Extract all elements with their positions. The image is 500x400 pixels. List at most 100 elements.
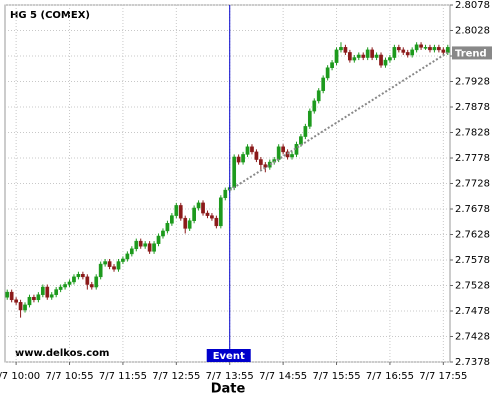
trend-label: Trend	[455, 48, 487, 59]
candle-body	[58, 286, 63, 290]
candle-body	[121, 258, 125, 262]
y-tick-label: 2.8028	[455, 26, 490, 37]
candle-body	[45, 286, 50, 298]
candle-body	[205, 212, 210, 216]
x-tick-label: 7/7 10:00	[0, 371, 40, 382]
y-tick-label: 2.7628	[455, 230, 490, 241]
x-tick-label: 7/7 17:55	[419, 371, 467, 382]
candle-body	[192, 207, 196, 221]
y-tick-label: 2.7378	[455, 357, 490, 368]
y-tick-label: 2.7828	[455, 128, 490, 139]
candle-body	[9, 291, 14, 301]
candle-body	[276, 146, 281, 160]
candle-body	[232, 156, 237, 188]
candle-body	[330, 62, 334, 68]
candle-body	[343, 47, 348, 53]
candle-body	[414, 44, 419, 51]
candle-body	[40, 286, 45, 295]
candle-body	[187, 220, 192, 229]
candle-body	[138, 240, 143, 247]
candle-body	[299, 136, 303, 145]
candle-body	[85, 276, 90, 285]
candle-body	[5, 291, 10, 298]
candle-body	[437, 47, 441, 51]
candle-body	[388, 57, 392, 61]
candle-body	[129, 248, 134, 255]
candle-body	[432, 47, 437, 51]
candle-body	[161, 230, 165, 237]
candle-body	[54, 289, 59, 295]
candle-body	[250, 146, 254, 153]
candle-body	[281, 146, 285, 153]
candle-body	[445, 47, 450, 53]
candle-body	[241, 154, 245, 163]
candle-body	[352, 57, 357, 61]
candle-body	[312, 100, 317, 112]
candle-body	[365, 49, 370, 58]
candle-body	[321, 77, 326, 91]
chart-title: HG 5 (COMEX)	[10, 10, 90, 21]
candle-body	[223, 189, 228, 199]
candle-body	[18, 302, 23, 311]
trend-box	[452, 46, 492, 60]
trend-line	[229, 51, 449, 191]
y-tick-label: 2.7778	[455, 153, 490, 164]
candle-body	[419, 44, 423, 48]
candle-body	[103, 261, 107, 265]
candle-body	[14, 299, 18, 303]
y-tick-label: 2.7478	[455, 306, 490, 317]
candle-body	[392, 47, 397, 58]
x-tick-label: 7/7 15:55	[312, 371, 360, 382]
candle-body	[356, 54, 361, 58]
candle-body	[374, 54, 379, 58]
candle-body	[218, 197, 223, 227]
candle-body	[165, 223, 170, 232]
candle-body	[348, 52, 352, 61]
event-box	[206, 349, 251, 362]
candle-body	[334, 49, 339, 63]
y-tick-label: 2.7428	[455, 332, 490, 343]
candle-body	[303, 126, 308, 137]
candle-body	[214, 217, 219, 227]
candle-body	[410, 49, 415, 56]
candle-body	[63, 284, 67, 288]
candle-body	[125, 253, 130, 260]
candle-body	[254, 151, 259, 160]
candle-body	[32, 296, 36, 301]
candle-body	[94, 276, 99, 288]
watermark: www.delkos.com	[15, 348, 109, 359]
candle-body	[236, 156, 241, 163]
candle-body	[339, 47, 343, 51]
candle-body	[183, 217, 188, 229]
candle-body	[316, 90, 321, 102]
candle-body	[379, 54, 383, 66]
candle-body	[143, 243, 148, 247]
candle-body	[36, 294, 41, 301]
candle-body	[196, 202, 201, 209]
candle-body	[307, 110, 312, 127]
candle-body	[112, 266, 116, 270]
candle-body	[428, 47, 432, 51]
candle-body	[27, 296, 32, 306]
candle-body	[370, 49, 374, 58]
candle-body	[245, 146, 250, 155]
x-tick-label: 7/7 16:55	[366, 371, 414, 382]
candle-body	[89, 284, 94, 288]
x-tick-label: 7/7 14:55	[259, 371, 307, 382]
candle-body	[263, 164, 268, 168]
candle-body	[170, 215, 174, 224]
candle-body	[23, 304, 27, 311]
candle-body	[441, 49, 446, 53]
y-tick-label: 2.7728	[455, 179, 490, 190]
x-axis-label: Date	[211, 382, 246, 397]
candle-body	[396, 47, 401, 51]
candle-body	[325, 67, 330, 79]
candle-body	[178, 205, 183, 219]
candle-body	[116, 261, 121, 270]
candle-body	[361, 54, 366, 58]
candle-body	[259, 159, 263, 165]
candle-body	[290, 154, 294, 158]
candle-body	[401, 49, 406, 53]
y-tick-label: 2.8078	[455, 0, 490, 11]
